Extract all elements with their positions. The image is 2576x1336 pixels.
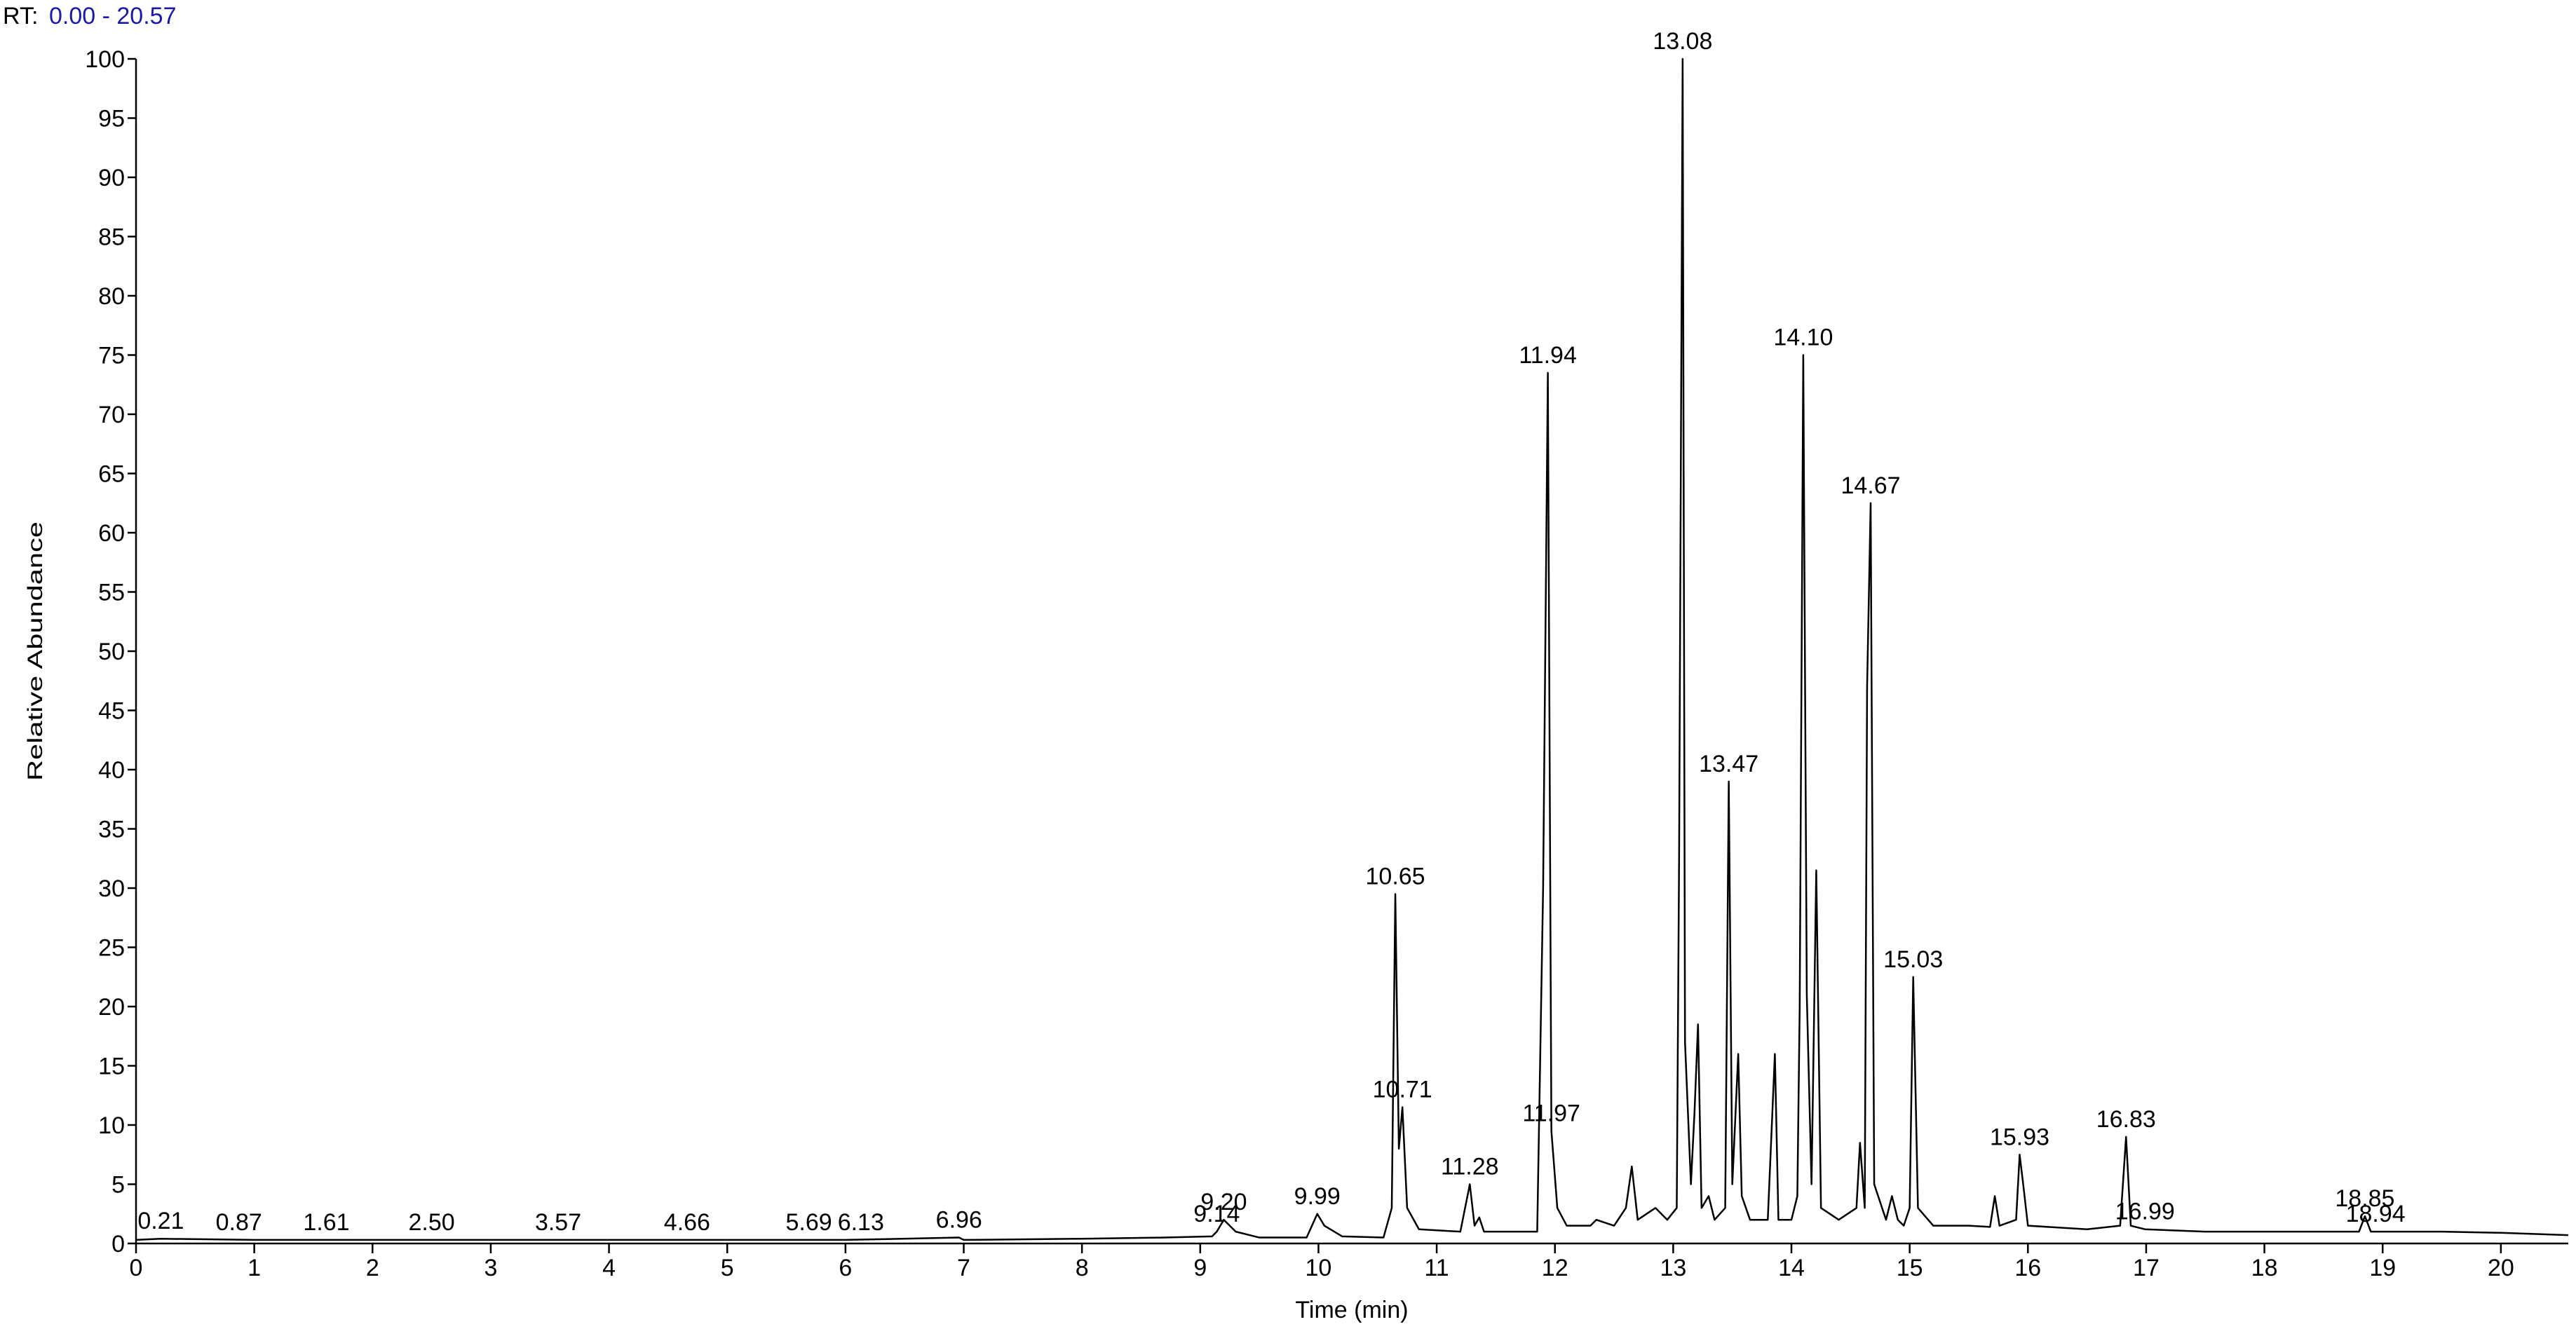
x-tick-label: 17 xyxy=(2133,1255,2160,1281)
peak-label: 11.28 xyxy=(1441,1154,1499,1180)
y-tick-label: 15 xyxy=(98,1054,125,1080)
peak-label: 0.21 xyxy=(137,1208,184,1234)
x-tick-label: 2 xyxy=(366,1255,379,1281)
peak-label: 18.94 xyxy=(2346,1201,2406,1227)
y-tick-label: 55 xyxy=(98,580,125,606)
peak-label: 9.20 xyxy=(1200,1189,1247,1215)
x-tick-label: 16 xyxy=(2014,1255,2041,1281)
peak-label: 13.08 xyxy=(1653,28,1712,55)
y-tick-label: 25 xyxy=(98,935,125,962)
rt-prefix: RT: xyxy=(3,3,38,29)
x-tick-label: 14 xyxy=(1778,1255,1805,1281)
x-tick-label: 3 xyxy=(484,1255,497,1281)
y-tick-label: 10 xyxy=(98,1112,125,1139)
peak-label: 18.85 xyxy=(2335,1185,2394,1212)
peak-label: 16.83 xyxy=(2096,1106,2156,1133)
peak-label: 15.93 xyxy=(1990,1124,2049,1150)
peak-label: 14.67 xyxy=(1841,472,1900,499)
x-tick-label: 20 xyxy=(2488,1255,2514,1281)
trace xyxy=(135,57,2569,1241)
y-tick-label: 100 xyxy=(85,46,125,73)
y-tick-label: 75 xyxy=(98,343,125,369)
y-tick-label: 85 xyxy=(98,224,125,251)
x-tick-label: 12 xyxy=(1542,1255,1568,1281)
y-tick-label: 0 xyxy=(111,1231,125,1257)
peak-label: 15.03 xyxy=(1883,946,1943,973)
peak-label: 9.99 xyxy=(1294,1183,1341,1210)
x-tick-label: 13 xyxy=(1660,1255,1686,1281)
peak-label: 6.13 xyxy=(838,1209,884,1236)
peak-label: 11.94 xyxy=(1519,342,1577,369)
x-tick-label: 1 xyxy=(248,1255,261,1281)
peak-label: 0.87 xyxy=(216,1209,262,1236)
peak-label: 10.65 xyxy=(1366,863,1425,889)
peak-label: 13.47 xyxy=(1699,751,1758,777)
x-tick-label: 19 xyxy=(2369,1255,2396,1281)
y-tick-label: 40 xyxy=(98,757,125,784)
peak-label: 11.97 xyxy=(1522,1100,1580,1126)
y-tick-label: 50 xyxy=(98,639,125,665)
peak-label: 3.57 xyxy=(535,1209,581,1236)
peak-label: 16.99 xyxy=(2115,1199,2175,1225)
y-tick-label: 90 xyxy=(98,165,125,191)
y-tick-label: 30 xyxy=(98,875,125,902)
x-tick-label: 0 xyxy=(130,1255,143,1281)
y-tick-label: 80 xyxy=(98,283,125,310)
peak-label: 4.66 xyxy=(664,1209,710,1236)
x-tick-label: 8 xyxy=(1076,1255,1089,1281)
x-tick-label: 6 xyxy=(839,1255,852,1281)
y-tick-label: 35 xyxy=(98,817,125,843)
peak-label: 10.71 xyxy=(1373,1077,1432,1103)
x-tick-label: 9 xyxy=(1193,1255,1207,1281)
peak-label: 5.69 xyxy=(785,1209,832,1236)
y-tick-label: 95 xyxy=(98,106,125,132)
peak-label: 6.96 xyxy=(936,1207,982,1234)
rt-range: 0.00 - 20.57 xyxy=(49,3,176,29)
x-tick-label: 11 xyxy=(1424,1255,1449,1281)
y-tick-label: 65 xyxy=(98,461,125,488)
peak-label: 14.10 xyxy=(1773,325,1833,351)
y-tick-label: 60 xyxy=(98,520,125,547)
y-axis-label: Relative Abundance xyxy=(24,522,47,781)
y-tick-label: 45 xyxy=(98,698,125,725)
x-tick-label: 7 xyxy=(957,1255,970,1281)
y-tick-label: 20 xyxy=(98,994,125,1021)
peak-label: 9.14 xyxy=(1193,1201,1240,1227)
x-tick-label: 10 xyxy=(1306,1255,1332,1281)
x-tick-label: 15 xyxy=(1897,1255,1923,1281)
x-tick-label: 18 xyxy=(2251,1255,2278,1281)
y-tick-label: 70 xyxy=(98,402,125,428)
x-tick-label: 4 xyxy=(602,1255,616,1281)
y-tick-label: 5 xyxy=(111,1172,125,1199)
peak-label: 2.50 xyxy=(409,1209,455,1236)
peak-label: 1.61 xyxy=(303,1209,349,1236)
x-axis-label: Time (min) xyxy=(1295,1297,1408,1323)
x-tick-label: 5 xyxy=(721,1255,734,1281)
